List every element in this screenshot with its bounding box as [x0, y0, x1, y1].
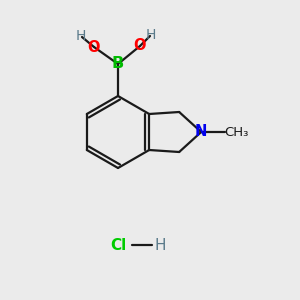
- Text: H: H: [154, 238, 166, 253]
- Text: O: O: [88, 40, 100, 55]
- Text: O: O: [134, 38, 146, 53]
- Text: H: H: [76, 29, 86, 43]
- Text: N: N: [195, 124, 207, 140]
- Text: H: H: [146, 28, 156, 42]
- Text: CH₃: CH₃: [224, 125, 248, 139]
- Text: Cl: Cl: [110, 238, 126, 253]
- Text: B: B: [112, 56, 124, 71]
